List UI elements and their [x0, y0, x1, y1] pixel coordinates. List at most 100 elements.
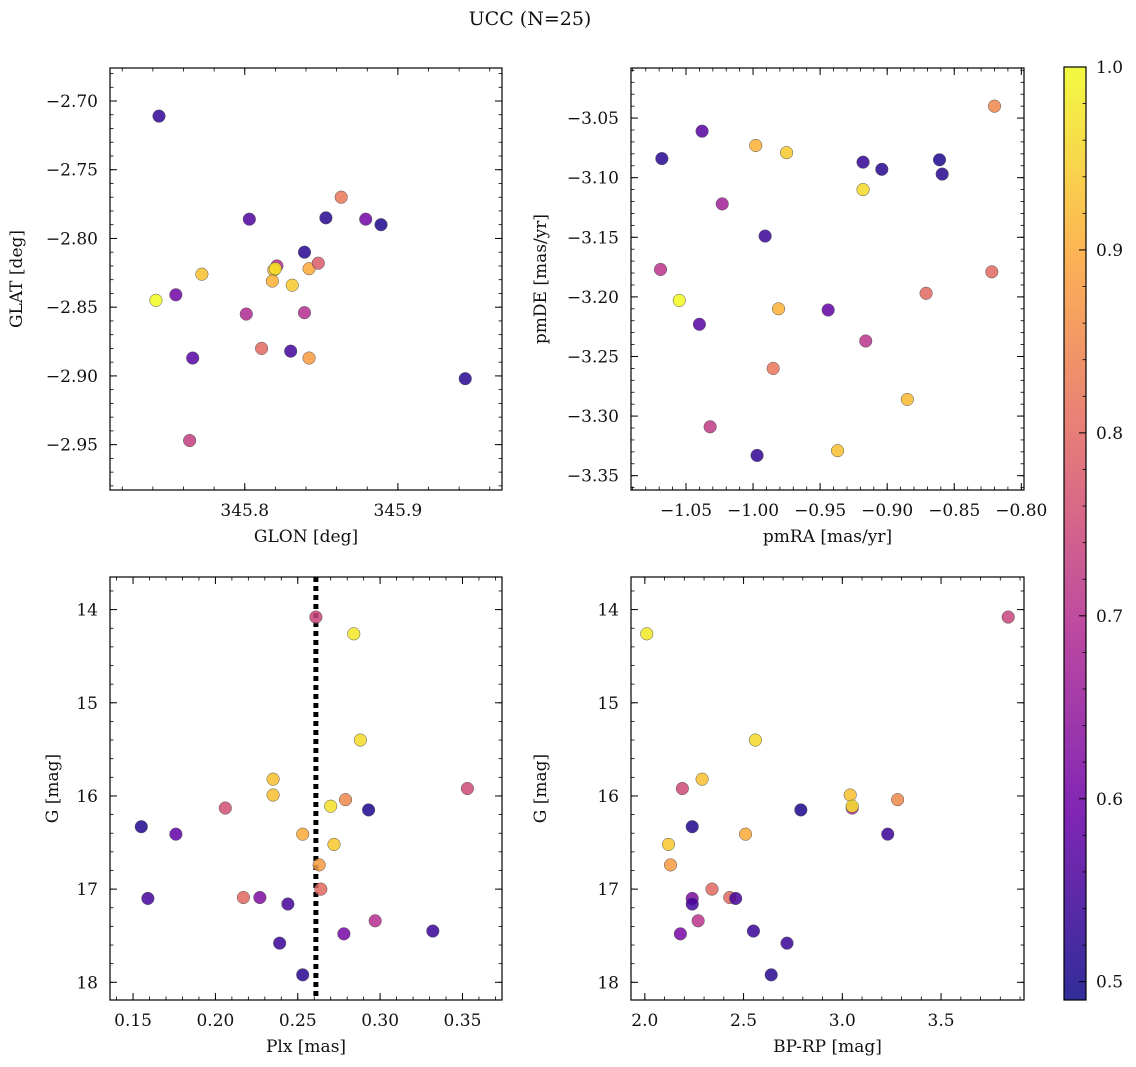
data-point	[302, 351, 316, 365]
y-tick-label: −2.85	[46, 298, 98, 318]
data-point	[337, 927, 351, 941]
data-point	[780, 146, 794, 160]
data-point	[183, 433, 197, 448]
data-point	[347, 627, 361, 641]
data-point	[987, 99, 1002, 113]
data-point	[692, 317, 706, 331]
data-point	[935, 167, 949, 181]
data-point	[242, 212, 256, 226]
y-tick-label: 15	[76, 694, 98, 714]
y-tick-label: −3.35	[567, 467, 619, 487]
x-tick-label: 2.0	[631, 1011, 658, 1031]
data-point	[750, 448, 764, 462]
y-tick-label: −2.70	[46, 92, 98, 112]
data-point	[239, 307, 253, 321]
y-tick-label: 14	[597, 601, 619, 621]
data-point	[327, 837, 341, 851]
y-axis-label: GLAT [deg]	[7, 230, 27, 328]
y-tick-label: 17	[597, 880, 619, 900]
data-point	[900, 392, 914, 406]
data-point	[640, 627, 654, 641]
data-point	[1001, 610, 1015, 624]
y-tick-label: −3.20	[567, 288, 619, 308]
x-tick-label: 0.30	[361, 1011, 399, 1031]
data-point	[362, 803, 376, 817]
y-axis-label: G [mag]	[43, 754, 63, 823]
data-point	[703, 420, 717, 434]
data-point	[359, 212, 373, 226]
data-point	[169, 288, 183, 302]
axes-frame	[630, 576, 1025, 1001]
data-point	[746, 924, 760, 938]
y-axis-label: G [mag]	[531, 754, 551, 823]
data-point	[297, 306, 312, 320]
data-point	[729, 891, 743, 905]
data-point	[297, 245, 312, 259]
data-point	[149, 293, 163, 307]
data-point	[655, 152, 669, 166]
data-point	[309, 610, 323, 624]
data-point	[195, 267, 209, 281]
data-point	[764, 968, 778, 982]
data-point	[985, 265, 999, 279]
y-tick-label: −3.15	[567, 228, 619, 248]
data-point	[458, 372, 472, 386]
data-point	[672, 293, 686, 308]
y-tick-label: 18	[76, 973, 98, 993]
data-point	[685, 820, 699, 834]
data-point	[426, 924, 440, 938]
x-tick-label: −0.80	[995, 501, 1047, 521]
x-axis-label: Plx [mas]	[266, 1037, 346, 1057]
x-tick-label: 3.0	[829, 1011, 856, 1031]
y-tick-label: −3.25	[567, 347, 619, 367]
y-tick-label: 15	[597, 694, 619, 714]
y-tick-label: 17	[76, 880, 98, 900]
data-point	[296, 968, 310, 982]
x-tick-label: 0.35	[444, 1011, 482, 1031]
x-tick-label: 0.20	[196, 1011, 234, 1031]
data-point	[353, 733, 367, 747]
data-point	[255, 341, 269, 355]
data-point	[695, 772, 709, 786]
y-tick-label: 14	[76, 601, 98, 621]
y-tick-label: −3.30	[567, 407, 619, 427]
y-tick-label: −2.90	[46, 367, 98, 387]
colorbar-tick-label: 0.7	[1096, 607, 1123, 627]
data-point	[663, 858, 678, 872]
x-tick-label: 345.8	[220, 501, 269, 521]
data-point	[758, 229, 772, 243]
colorbar: 0.5 0.6 0.7 0.8 0.9 1.0	[1063, 58, 1123, 1001]
x-tick-label: 0.15	[114, 1011, 152, 1031]
data-point	[324, 799, 338, 813]
x-axis-label: BP-RP [mag]	[773, 1037, 882, 1057]
data-point	[691, 914, 705, 928]
data-point	[748, 733, 762, 747]
data-point	[334, 190, 348, 204]
data-point	[856, 183, 870, 197]
data-point	[284, 344, 298, 358]
data-point	[771, 302, 786, 316]
y-tick-label: 16	[76, 787, 98, 807]
axes-frame	[109, 67, 503, 491]
data-point	[653, 262, 668, 277]
data-point	[169, 827, 183, 841]
data-point	[141, 891, 155, 905]
x-tick-label: 2.5	[730, 1011, 757, 1031]
data-point	[134, 820, 148, 834]
colorbar-tick-label: 0.8	[1096, 424, 1123, 444]
data-point	[338, 793, 353, 807]
x-tick-label: −0.85	[928, 501, 980, 521]
data-point	[314, 882, 328, 896]
data-point	[218, 801, 232, 815]
x-tick-label: −1.00	[727, 501, 779, 521]
data-point	[891, 793, 905, 807]
colorbar-gradient	[1064, 67, 1086, 1000]
data-point	[460, 781, 474, 796]
data-point	[236, 890, 250, 905]
x-tick-label: 345.9	[374, 501, 423, 521]
data-point	[875, 162, 889, 176]
data-point	[831, 444, 845, 458]
y-tick-label: −2.80	[46, 229, 98, 249]
data-point	[253, 890, 267, 905]
colorbar-tick-label: 1.0	[1096, 58, 1123, 78]
